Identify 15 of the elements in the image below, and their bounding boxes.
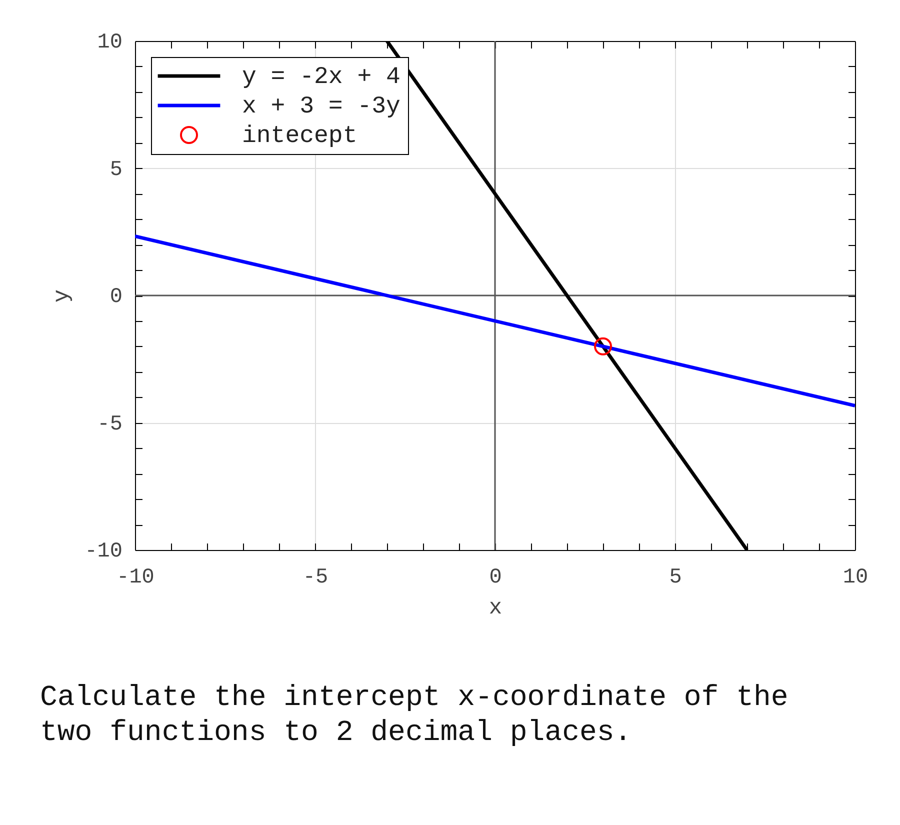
- x-tick-label: 0: [489, 566, 502, 590]
- x-axis-title: x: [488, 596, 502, 620]
- x-tick-label: 5: [669, 566, 682, 590]
- y-tick-label: -10: [84, 540, 122, 564]
- legend-label: y = -2x + 4: [242, 64, 400, 91]
- y-axis-title: y: [50, 289, 75, 303]
- x-tick-label: 10: [842, 566, 868, 590]
- legend-label: intecept: [242, 123, 358, 150]
- y-tick-label: -5: [97, 413, 122, 436]
- y-tick-label: 5: [110, 158, 122, 182]
- y-tick-label: 0: [110, 286, 122, 309]
- y-tick-label: 10: [97, 32, 122, 54]
- text: Calculate the intercept x-coordinate of the two functions to 2 decimal places.: [40, 680, 790, 750]
- x-tick-label: -5: [302, 566, 328, 590]
- legend-label: x + 3 = -3y: [242, 94, 400, 120]
